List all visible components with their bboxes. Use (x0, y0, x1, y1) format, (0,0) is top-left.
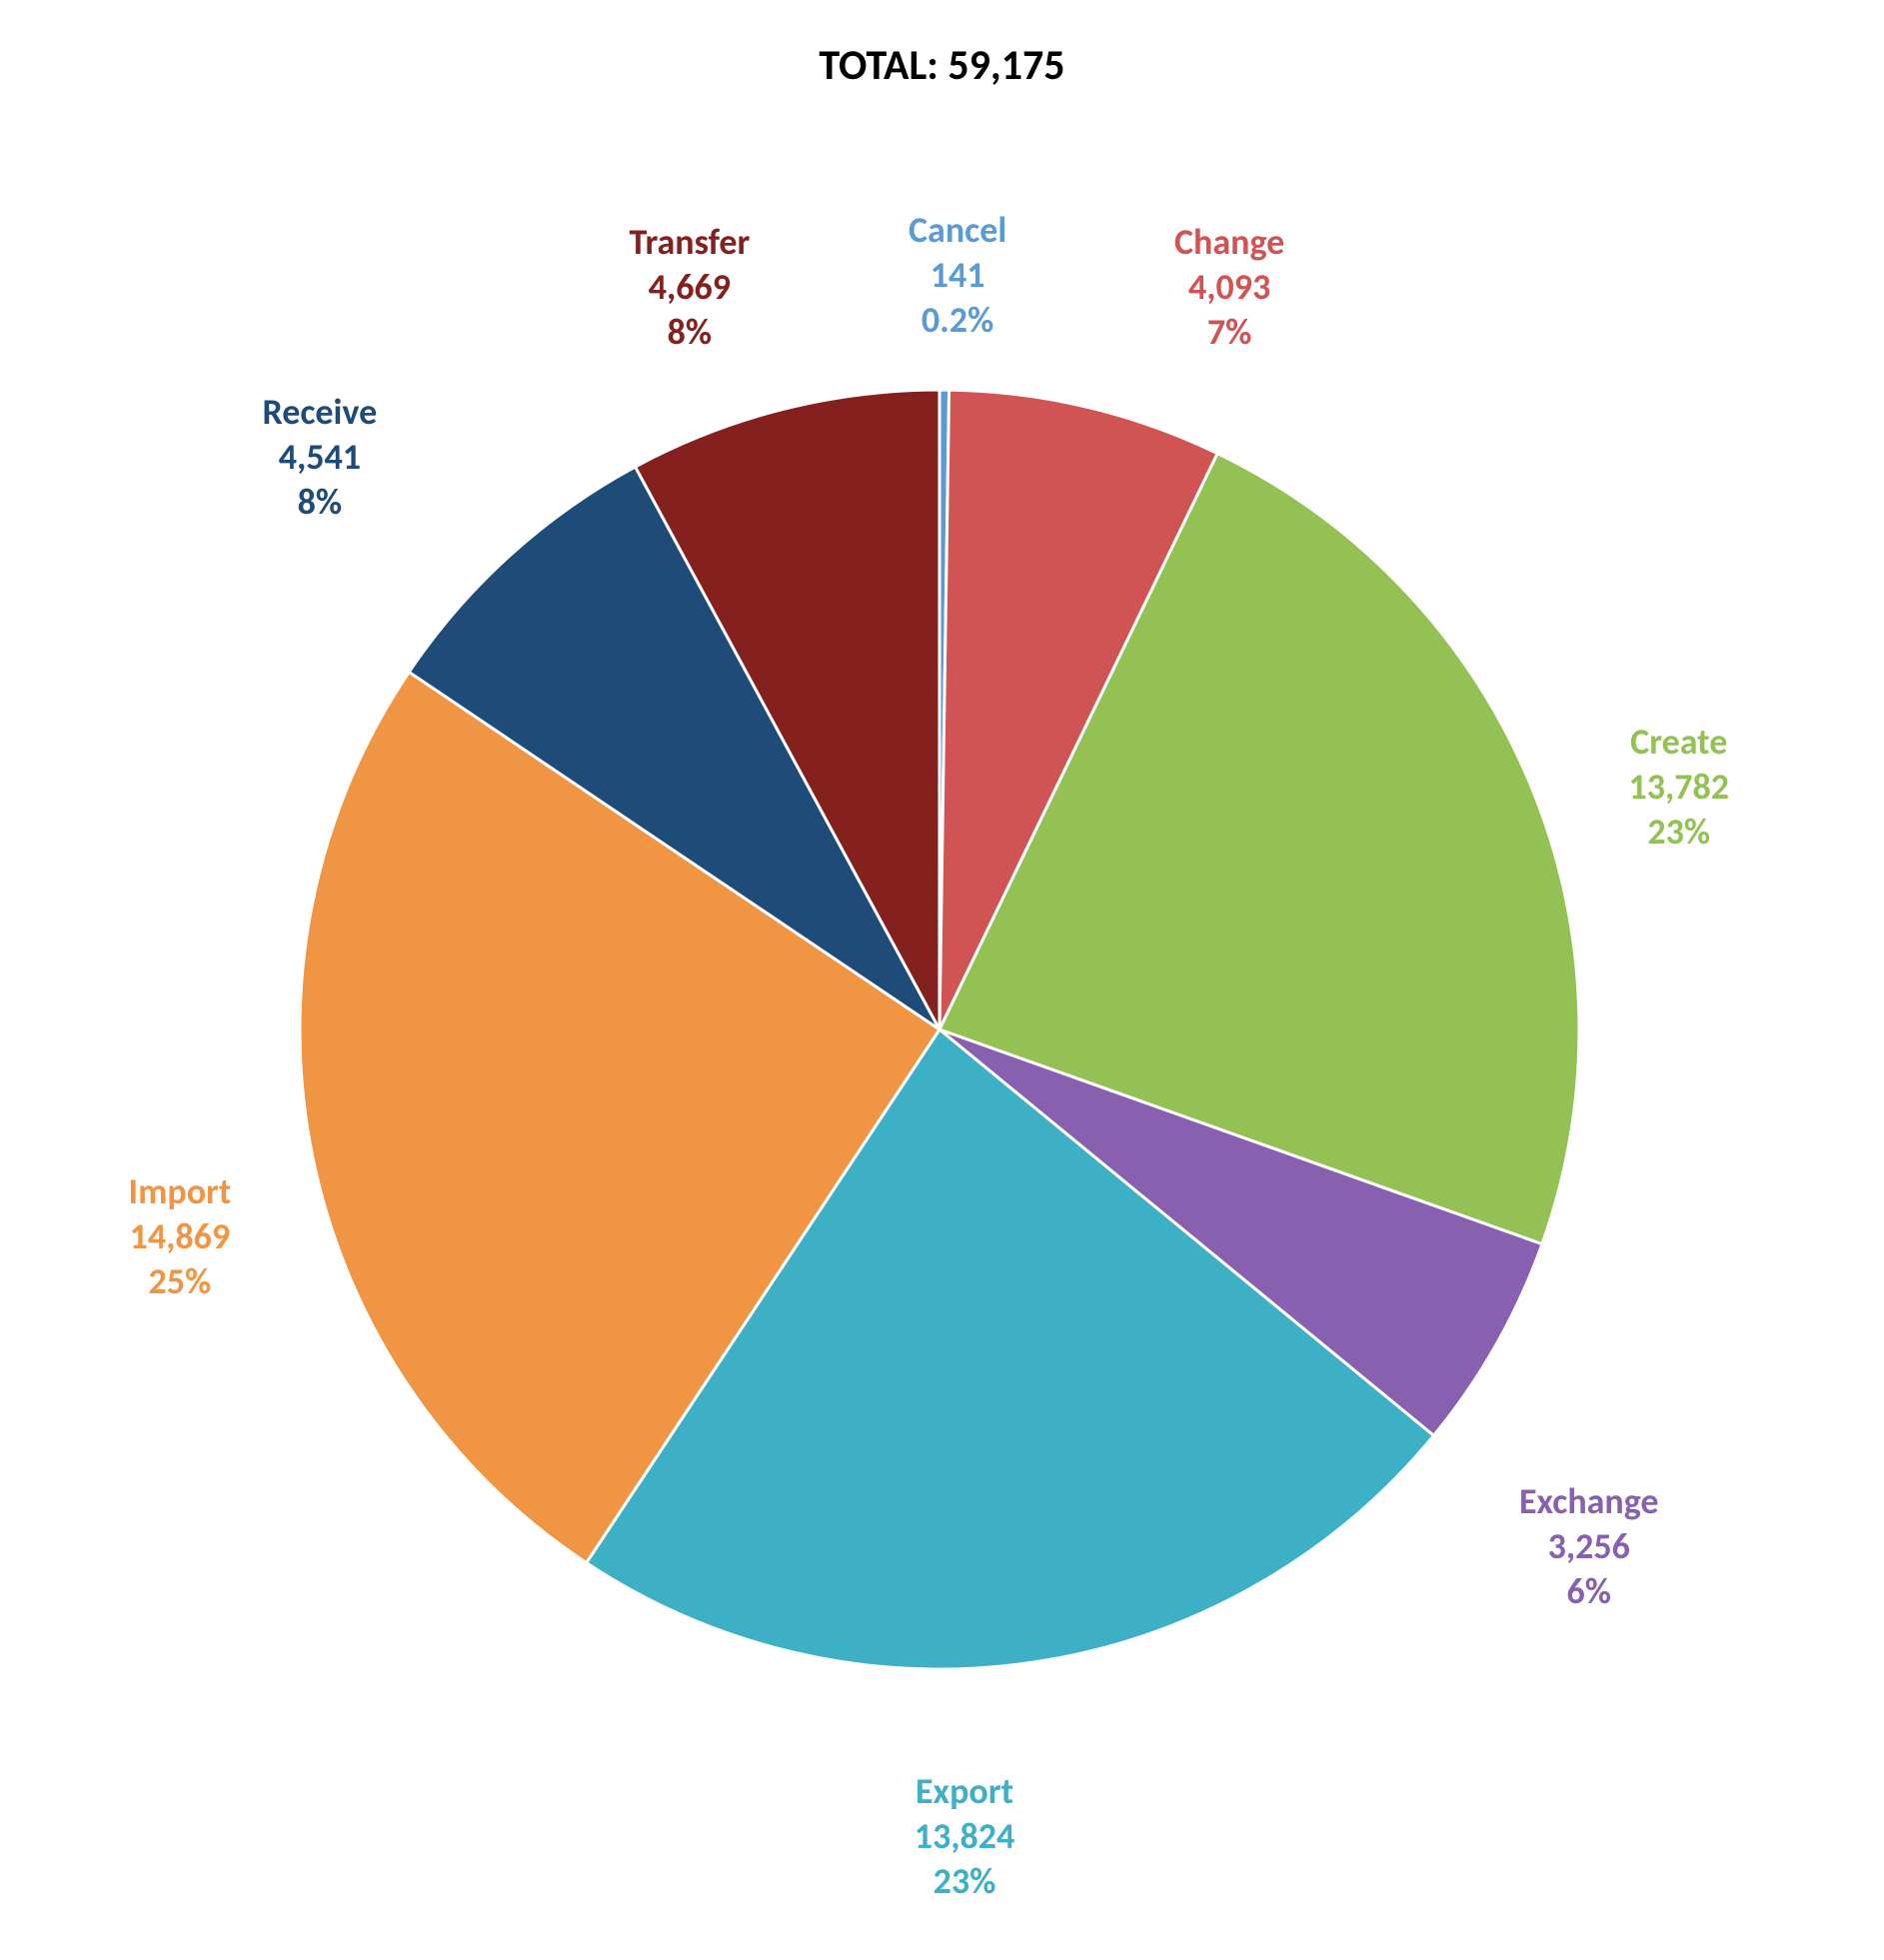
slice-label-name: Exchange (1519, 1479, 1659, 1524)
slice-label-name: Transfer (630, 220, 751, 265)
slice-label-percent: 6% (1519, 1569, 1659, 1614)
slice-label-cancel: Cancel1410.2% (909, 208, 1006, 343)
slice-label-transfer: Transfer4,6698% (630, 220, 751, 355)
slice-label-value: 141 (909, 253, 1006, 298)
slice-label-name: Receive (263, 390, 378, 435)
slice-label-percent: 0.2% (909, 298, 1006, 343)
slice-label-exchange: Exchange3,2566% (1519, 1479, 1659, 1614)
slice-label-percent: 25% (129, 1259, 232, 1304)
slice-label-percent: 8% (630, 310, 751, 355)
pie-chart-container: TOTAL: 59,175 Cancel1410.2%Change4,0937%… (0, 0, 1884, 1960)
slice-label-value: 4,541 (263, 435, 378, 480)
slice-label-export: Export13,82423% (910, 1769, 1019, 1904)
slice-label-value: 4,093 (1174, 265, 1284, 310)
slice-label-name: Export (910, 1769, 1019, 1814)
slice-label-percent: 7% (1174, 310, 1284, 355)
slice-label-name: Change (1174, 220, 1284, 265)
slice-label-import: Import14,86925% (129, 1169, 232, 1304)
slice-label-name: Import (129, 1169, 232, 1214)
slice-label-receive: Receive4,5418% (263, 390, 378, 525)
slice-label-create: Create13,78223% (1629, 720, 1730, 855)
slice-label-value: 4,669 (630, 265, 751, 310)
slice-label-percent: 23% (1629, 810, 1730, 855)
slice-label-percent: 8% (263, 480, 378, 525)
slice-label-value: 14,869 (129, 1214, 232, 1259)
slice-label-value: 13,824 (910, 1814, 1019, 1859)
slice-label-value: 3,256 (1519, 1524, 1659, 1569)
slice-label-name: Create (1629, 720, 1730, 765)
slice-label-percent: 23% (910, 1859, 1019, 1904)
slice-label-value: 13,782 (1629, 765, 1730, 810)
slice-label-name: Cancel (909, 208, 1006, 253)
slice-label-change: Change4,0937% (1174, 220, 1284, 355)
